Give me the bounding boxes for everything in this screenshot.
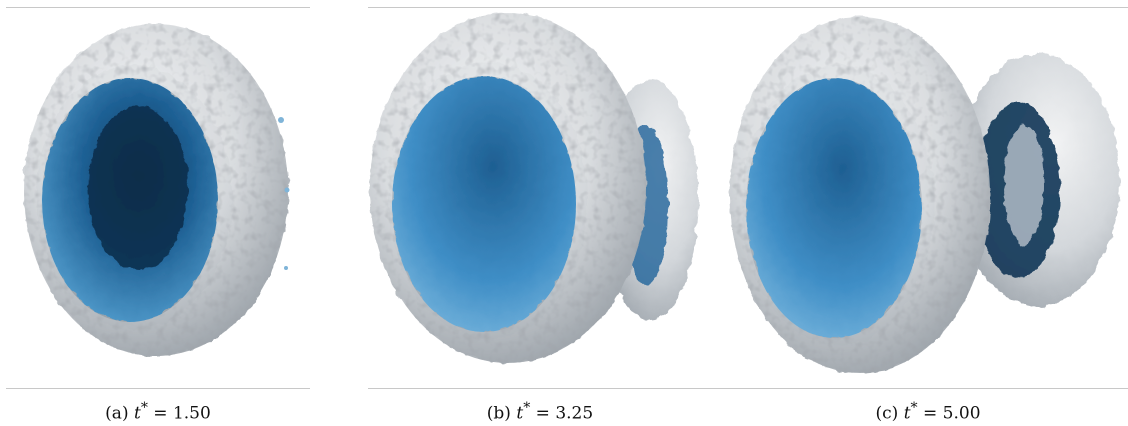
top-rule-bc xyxy=(368,7,1128,8)
caption-c-sup: * xyxy=(910,400,918,416)
caption-a: (a) t* = 1.50 xyxy=(6,396,310,424)
panel-a xyxy=(6,0,310,388)
caption-b-label: (b) xyxy=(486,403,511,424)
vortex-ring-image-a xyxy=(24,24,290,356)
caption-c-label: (c) xyxy=(875,403,899,424)
bottom-rule-bc xyxy=(368,388,1128,389)
caption-a-sup: * xyxy=(140,400,148,416)
caption-c: (c) t* = 5.00 xyxy=(728,396,1128,424)
top-rule-a xyxy=(6,7,310,8)
caption-a-var: t xyxy=(133,403,141,424)
bottom-rule-a xyxy=(6,388,310,389)
panel-c xyxy=(728,0,1128,388)
panel-b xyxy=(368,0,712,388)
caption-b-var: t xyxy=(516,403,524,424)
caption-a-label: (a) xyxy=(105,403,129,424)
vortex-ring-image-c xyxy=(730,17,1120,373)
caption-b-eq: = 3.25 xyxy=(530,403,594,424)
caption-a-eq: = 1.50 xyxy=(147,403,211,424)
caption-c-var: t xyxy=(903,403,911,424)
caption-c-eq: = 5.00 xyxy=(917,403,981,424)
vortex-ring-image-b xyxy=(370,13,698,363)
caption-b-sup: * xyxy=(523,400,531,416)
caption-b: (b) t* = 3.25 xyxy=(368,396,712,424)
